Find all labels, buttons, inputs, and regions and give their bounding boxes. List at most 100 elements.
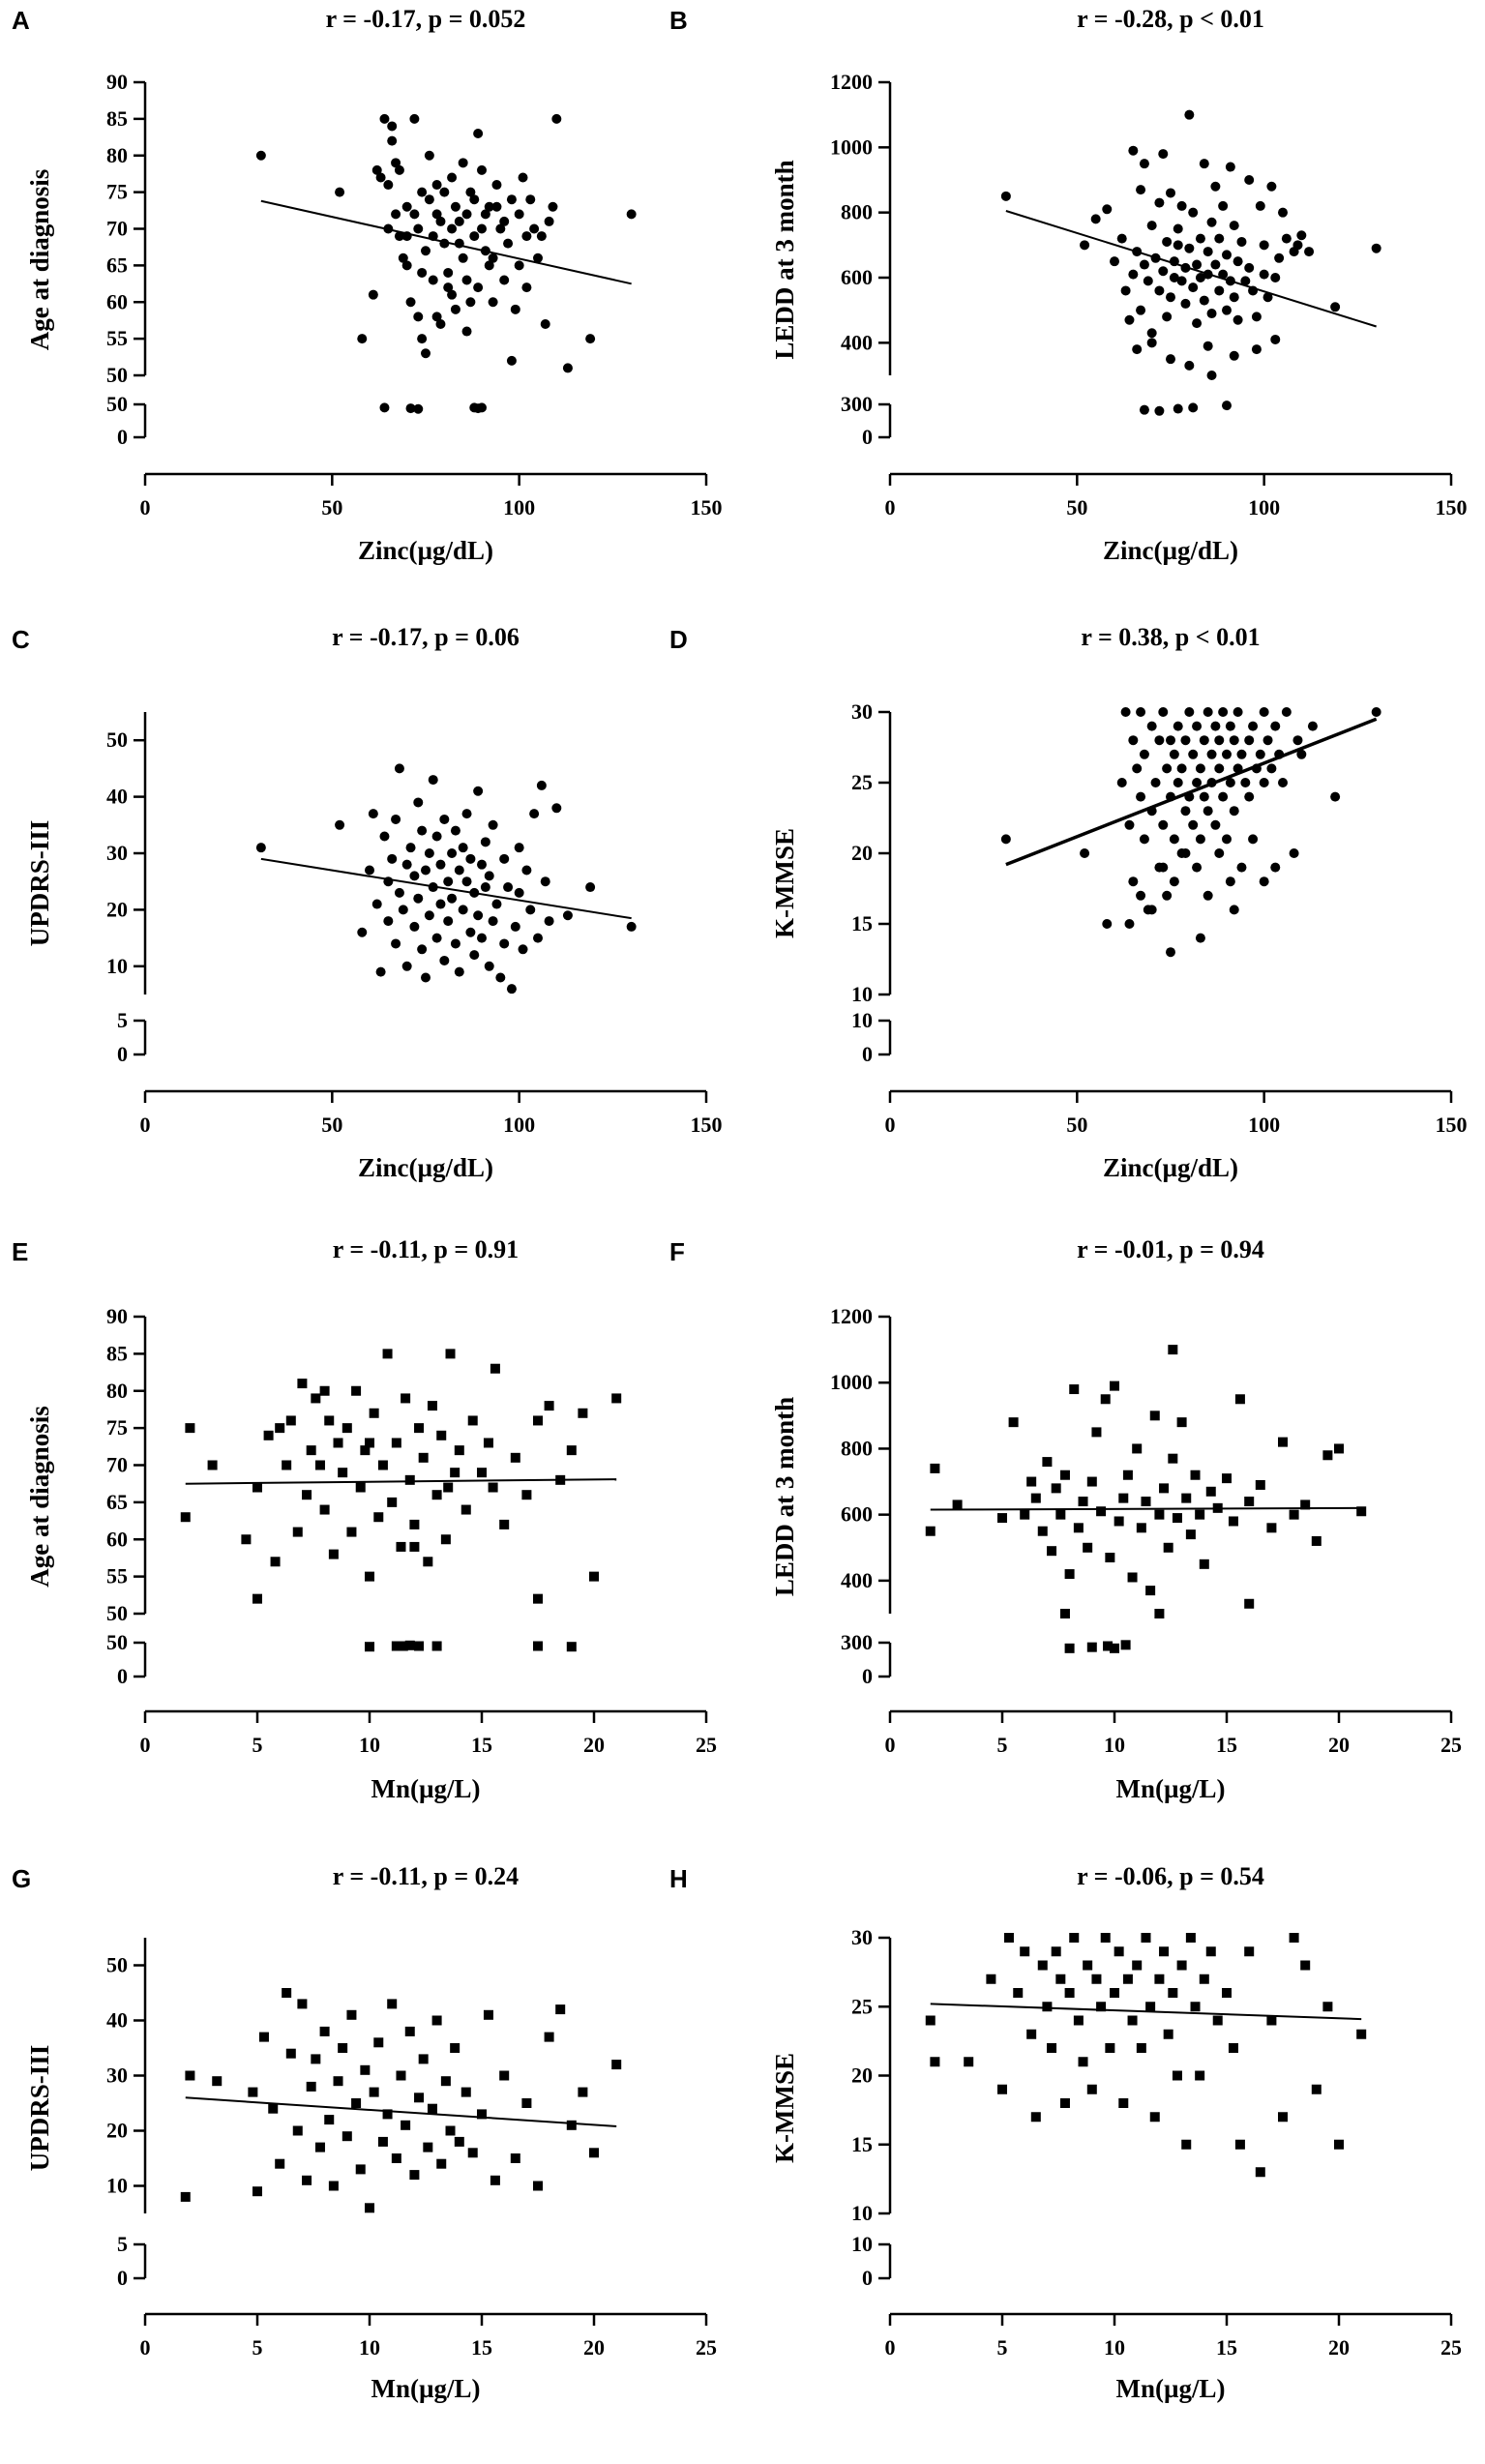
data-point [382, 2109, 393, 2120]
data-point [1184, 791, 1195, 802]
data-point [1141, 1933, 1151, 1943]
data-point [1233, 256, 1243, 267]
data-point [379, 402, 390, 413]
y-tick-label: 30 [106, 2063, 128, 2088]
data-point [346, 1527, 357, 1537]
y-tick-label: 40 [106, 2008, 128, 2033]
data-point [1000, 834, 1011, 845]
data-point [1168, 1345, 1178, 1355]
data-point [997, 2084, 1007, 2094]
regression-line [1005, 717, 1378, 867]
data-point [1105, 2043, 1115, 2053]
data-point [454, 865, 464, 876]
data-point [1136, 2043, 1146, 2053]
data-point [589, 1571, 599, 1582]
panel-title: r = -0.17, p = 0.052 [326, 5, 526, 33]
data-point [495, 223, 506, 234]
data-point [1233, 314, 1243, 325]
data-point [499, 853, 510, 864]
data-point [480, 209, 490, 220]
data-point [373, 1512, 384, 1523]
data-point [1218, 269, 1229, 280]
data-point [495, 972, 506, 983]
data-point [533, 1415, 543, 1426]
panel-title: r = -0.17, p = 0.06 [332, 623, 520, 651]
data-point [1225, 721, 1235, 731]
data-point [1162, 890, 1173, 901]
data-point [413, 403, 424, 414]
data-point [467, 1415, 478, 1426]
panel-letter: E [12, 1237, 28, 1266]
data-point [1205, 1486, 1216, 1497]
data-point [417, 825, 428, 836]
data-point [1218, 707, 1229, 717]
data-point [488, 297, 498, 308]
data-point [461, 275, 472, 285]
data-point [365, 1571, 374, 1582]
data-point [1255, 1479, 1265, 1490]
data-point [1139, 749, 1149, 759]
data-point [964, 2057, 974, 2067]
data-point [1091, 1974, 1102, 1984]
data-point [1184, 707, 1195, 717]
x-axis-label: Zinc(µg/dL) [1103, 1153, 1238, 1182]
data-point [1190, 2002, 1201, 2012]
data-point [431, 312, 442, 322]
data-point [404, 1474, 415, 1485]
data-point [467, 2148, 478, 2158]
data-point [1110, 256, 1119, 267]
data-point [401, 201, 412, 212]
data-point [986, 1974, 996, 1984]
data-point [212, 2076, 223, 2087]
y-tick-label: 15 [851, 2132, 873, 2156]
data-point [319, 1385, 330, 1396]
data-point [1259, 876, 1269, 887]
y-tick-label: 10 [106, 2174, 128, 2198]
data-point [382, 1349, 393, 1359]
data-point [428, 231, 438, 242]
data-point [1214, 735, 1225, 746]
y-tick-label: 30 [851, 699, 873, 724]
y-axis-label: Age at diagnosis [25, 169, 54, 351]
data-point [377, 2136, 388, 2147]
data-point [454, 1445, 464, 1456]
data-point [461, 809, 472, 819]
x-tick-label: 15 [1216, 2335, 1237, 2360]
y-tick-label: 10 [851, 2232, 873, 2256]
data-point [1184, 109, 1195, 120]
data-point [1229, 292, 1239, 303]
data-point [1030, 2112, 1041, 2123]
data-point [1158, 707, 1169, 717]
data-point [1222, 1988, 1232, 1998]
data-point [1100, 1933, 1111, 1943]
y-tick-label: 70 [106, 217, 128, 241]
data-point [1300, 1960, 1311, 1971]
data-point [391, 158, 401, 168]
y-tick-label: 80 [106, 143, 128, 167]
y-axis-label: LEDD at 3 month [770, 1397, 799, 1596]
data-point [1233, 763, 1243, 774]
data-point [365, 2203, 374, 2213]
data-point [1203, 269, 1213, 280]
data-point [391, 2153, 401, 2163]
data-point [1166, 292, 1175, 303]
data-point [375, 966, 386, 977]
data-point [1116, 778, 1127, 787]
data-point [1122, 1974, 1133, 1984]
data-point [1188, 402, 1199, 413]
data-point [930, 1463, 940, 1473]
data-point [360, 1445, 371, 1456]
data-point [1000, 191, 1011, 201]
x-tick-label: 100 [503, 495, 535, 520]
x-tick-label: 5 [252, 2335, 263, 2360]
data-point [1146, 721, 1157, 731]
data-point [338, 1468, 348, 1478]
data-point [1162, 763, 1173, 774]
data-point [409, 2170, 420, 2181]
data-point [1059, 2098, 1070, 2108]
x-axis-label: Mn(µg/L) [1115, 2374, 1225, 2403]
data-point [431, 1641, 442, 1651]
data-point [1199, 791, 1209, 802]
y-tick-label: 400 [841, 330, 873, 354]
